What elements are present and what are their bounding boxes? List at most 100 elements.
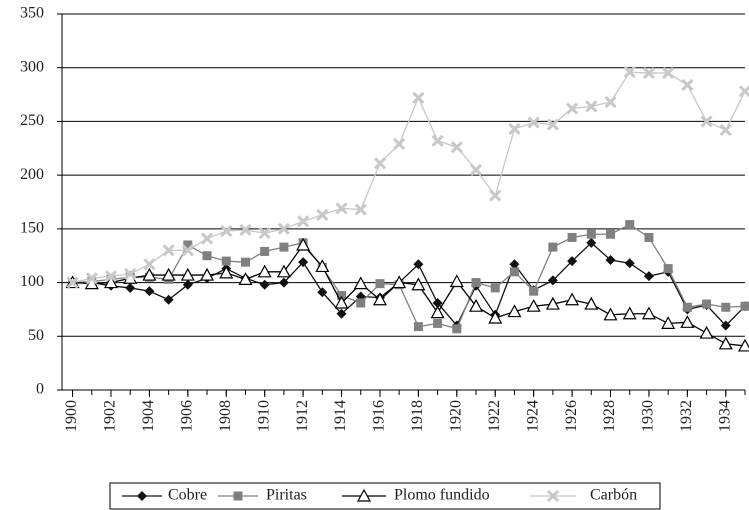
data-point <box>278 277 289 288</box>
data-point <box>606 229 616 239</box>
data-point <box>162 244 175 257</box>
data-point <box>334 295 349 309</box>
data-point <box>567 256 578 267</box>
legend-marker <box>356 488 372 502</box>
series-line <box>72 71 746 284</box>
data-point <box>221 256 231 266</box>
data-point <box>317 287 328 298</box>
data-point <box>182 279 193 290</box>
data-point <box>316 208 329 221</box>
data-point <box>430 305 445 319</box>
data-point <box>699 325 714 339</box>
data-point <box>335 202 348 215</box>
data-point <box>586 229 596 239</box>
data-point <box>431 134 444 147</box>
legend-box <box>109 482 661 510</box>
data-point <box>180 267 195 281</box>
data-point <box>584 296 599 310</box>
series-line <box>72 241 746 327</box>
data-point <box>372 292 387 306</box>
legend-label: Plomo fundido <box>394 487 490 504</box>
data-point <box>220 224 233 238</box>
y-tick-label: 150 <box>20 220 44 237</box>
data-point <box>545 296 560 310</box>
data-point <box>643 271 654 282</box>
data-point <box>239 223 252 236</box>
data-point <box>488 310 503 324</box>
data-point <box>719 123 732 137</box>
data-point <box>567 232 577 242</box>
data-point <box>354 203 367 216</box>
data-point <box>337 290 347 300</box>
x-tick-label: 1900 <box>63 400 80 432</box>
x-tick-label: 1906 <box>179 400 196 432</box>
data-point <box>529 286 539 296</box>
x-tick-label: 1908 <box>217 400 234 432</box>
data-point <box>238 272 253 285</box>
data-point <box>740 301 749 311</box>
data-point <box>103 275 119 289</box>
x-tick-label: 1916 <box>371 400 388 432</box>
x-tick-label: 1924 <box>524 400 541 432</box>
data-point <box>469 298 484 312</box>
data-point <box>586 237 597 248</box>
x-tick-label: 1918 <box>409 400 426 432</box>
x-tick-label: 1930 <box>640 400 657 432</box>
data-point <box>260 246 270 256</box>
data-point <box>279 242 289 252</box>
x-tick-label: 1934 <box>716 400 733 432</box>
data-point <box>183 240 193 250</box>
data-point <box>356 298 366 308</box>
data-point <box>258 227 271 240</box>
x-tick-label: 1920 <box>447 400 464 432</box>
data-point <box>641 306 656 320</box>
data-point <box>449 274 464 288</box>
x-tick-label: 1928 <box>601 400 618 432</box>
data-point <box>605 255 616 266</box>
data-point <box>662 67 675 80</box>
x-tick-label: 1914 <box>332 400 349 432</box>
y-tick-label: 200 <box>20 166 44 183</box>
data-point <box>353 276 368 290</box>
data-point <box>161 267 176 281</box>
y-tick-label: 300 <box>20 58 44 75</box>
data-point <box>642 67 655 80</box>
data-point <box>546 118 559 131</box>
data-point <box>219 265 234 279</box>
data-point <box>452 324 462 334</box>
data-point <box>450 141 463 154</box>
data-point <box>125 282 136 293</box>
data-point <box>624 258 635 269</box>
data-point <box>202 251 212 261</box>
data-point <box>413 259 424 270</box>
data-point <box>700 115 713 128</box>
data-point <box>163 294 174 305</box>
legend-label: Cobre <box>168 487 207 504</box>
y-tick-label: 0 <box>36 381 44 398</box>
data-point <box>737 338 749 352</box>
data-point <box>296 237 311 251</box>
data-point <box>565 292 580 306</box>
data-point <box>181 244 194 257</box>
legend-marker <box>137 491 147 501</box>
x-tick-label: 1926 <box>563 400 580 432</box>
data-point <box>604 96 617 109</box>
x-tick-label: 1912 <box>294 400 311 432</box>
data-point <box>412 91 425 104</box>
data-point <box>104 270 118 283</box>
data-point <box>625 220 635 230</box>
legend-marker <box>233 491 243 501</box>
data-point <box>142 267 157 281</box>
data-point <box>721 302 731 312</box>
x-tick-label: 1910 <box>255 400 272 432</box>
data-point <box>566 102 579 115</box>
data-point <box>259 279 270 290</box>
data-point <box>644 232 654 242</box>
data-point <box>432 297 443 308</box>
data-point <box>200 232 214 245</box>
data-point <box>507 304 522 318</box>
data-point <box>471 278 481 288</box>
data-point <box>297 215 310 228</box>
data-point <box>585 100 598 113</box>
